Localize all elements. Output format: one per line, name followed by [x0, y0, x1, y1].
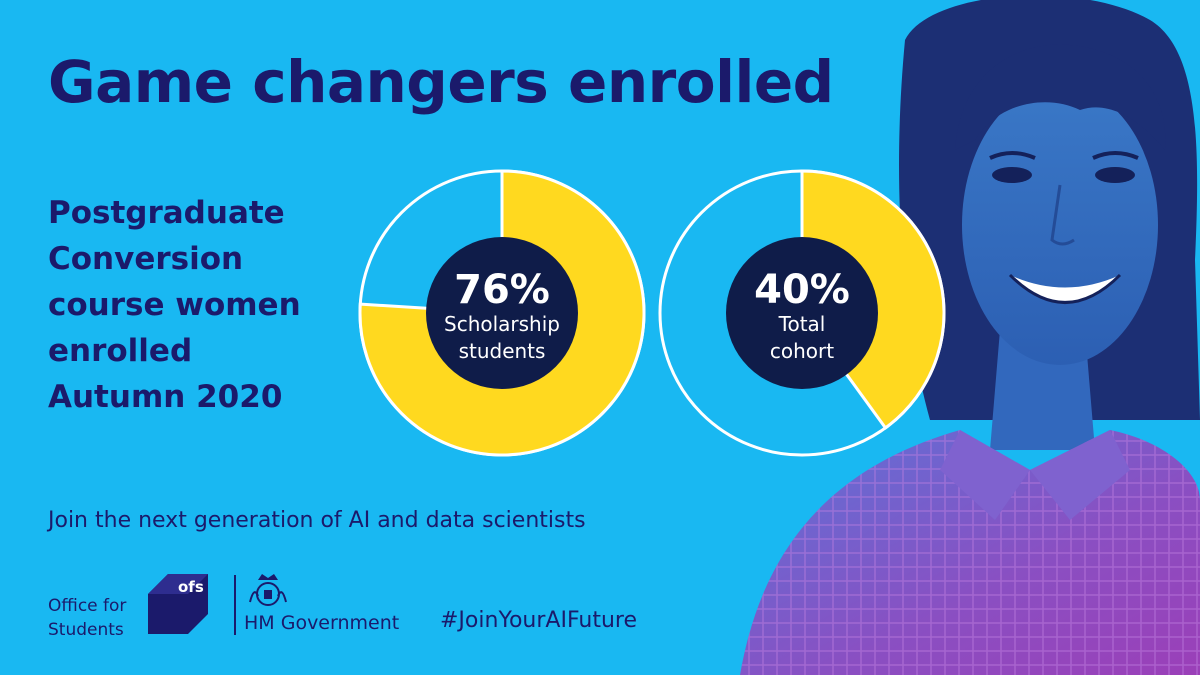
donut-caption-line: Total [778, 312, 826, 336]
ofs-logo-line: Students [48, 620, 124, 640]
subtitle-line: Postgraduate [48, 195, 285, 231]
donut-value-label: 76% [454, 267, 550, 313]
ofs-logo-badge: ofs [178, 578, 204, 596]
donut-center [726, 237, 878, 389]
tagline: Join the next generation of AI and data … [48, 508, 586, 533]
donut-caption-line: Scholarship [444, 312, 560, 336]
subtitle: Postgraduate Conversion course women enr… [48, 190, 368, 420]
donut-caption-line: cohort [770, 339, 834, 363]
subtitle-line: Autumn 2020 [48, 379, 283, 415]
ofs-logo-text: Office for Students [48, 594, 126, 642]
subtitle-line: Conversion [48, 241, 244, 277]
hashtag: #JoinYourAIFuture [440, 608, 638, 633]
hmg-logo-rule [234, 575, 236, 635]
donut-chart-total-cohort: 40%Total cohort [658, 169, 946, 457]
donut-center [426, 237, 578, 389]
hmg-logo-text: HM Government [244, 612, 400, 634]
donut-caption-line: students [459, 339, 546, 363]
donut-chart-scholarship: 76%Scholarship students [358, 169, 646, 457]
ofs-logo-icon: ofs [148, 574, 208, 634]
headline: Game changers enrolled [48, 48, 834, 116]
donut-value-label: 40% [754, 267, 850, 313]
royal-crest-icon [249, 574, 287, 606]
subtitle-line: enrolled [48, 333, 193, 369]
donut-slice-value [358, 169, 646, 457]
subtitle-line: course women [48, 287, 301, 323]
ofs-logo-line: Office for [48, 596, 127, 616]
